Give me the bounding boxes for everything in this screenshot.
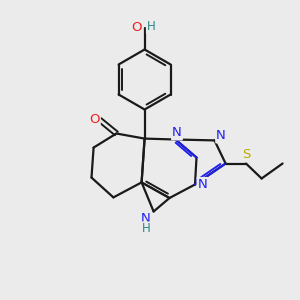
- Text: N: N: [141, 212, 151, 226]
- Text: H: H: [142, 222, 151, 236]
- Text: H: H: [147, 20, 156, 33]
- Text: O: O: [131, 21, 142, 34]
- Text: O: O: [89, 113, 100, 126]
- Text: S: S: [242, 148, 251, 161]
- Text: N: N: [216, 129, 226, 142]
- Text: N: N: [198, 178, 207, 191]
- Text: N: N: [172, 126, 182, 140]
